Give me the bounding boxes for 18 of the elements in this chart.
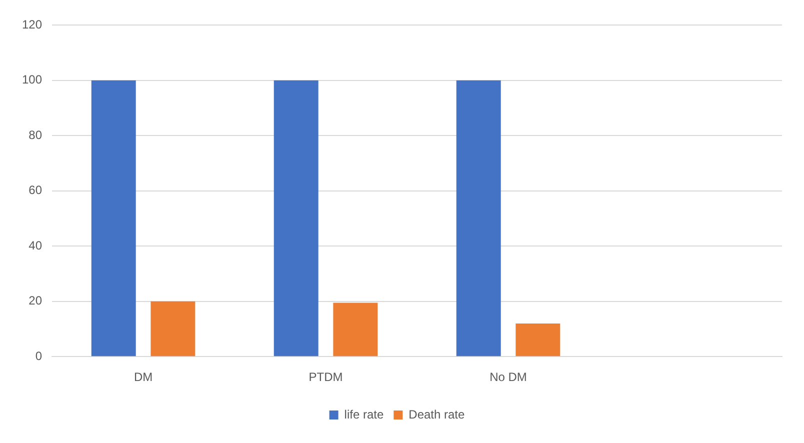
bar [91, 80, 136, 356]
x-tick-label: PTDM [308, 370, 343, 384]
y-tick-label: 120 [22, 18, 42, 32]
x-tick-label: DM [134, 370, 153, 384]
bar [456, 80, 501, 356]
y-tick-label: 80 [28, 128, 42, 142]
y-tick-label: 40 [28, 238, 42, 252]
y-tick-label: 0 [35, 348, 42, 363]
y-tick-label: 60 [28, 183, 42, 198]
bar [274, 80, 318, 356]
legend-label: life rate [344, 407, 384, 422]
x-tick-label: No DM [490, 370, 527, 384]
legend-label: Death rate [408, 407, 466, 422]
y-tick-label: 20 [28, 294, 42, 308]
y-tick-label: 100 [22, 72, 42, 87]
bar [333, 302, 378, 356]
bar [150, 301, 196, 356]
bar [516, 323, 560, 356]
